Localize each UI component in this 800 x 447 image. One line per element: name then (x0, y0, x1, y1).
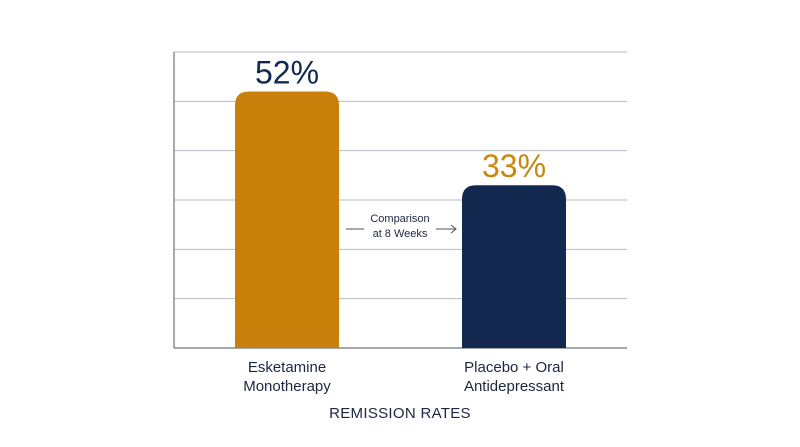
annotation-line-2: at 8 Weeks (373, 228, 428, 240)
value-labels: 52% 33% (255, 54, 546, 184)
value-label-1: 33% (482, 148, 546, 184)
annotation-right-arrow-icon (436, 224, 457, 234)
category-label-1: Placebo + Oral Antidepressant (464, 359, 565, 395)
bar-0 (235, 91, 339, 348)
category-label-line: Esketamine (248, 359, 326, 376)
x-axis-title: REMISSION RATES (329, 405, 471, 422)
bars (235, 91, 566, 348)
category-label-line: Antidepressant (464, 378, 565, 395)
category-label-line: Placebo + Oral (464, 359, 564, 376)
category-labels: Esketamine Monotherapy Placebo + Oral Antid… (243, 359, 565, 395)
bar-1 (462, 185, 566, 348)
category-label-line: Monotherapy (243, 378, 331, 395)
value-label-0: 52% (255, 54, 319, 90)
annotation-line-1: Comparison (370, 213, 429, 225)
category-label-0: Esketamine Monotherapy (243, 359, 331, 395)
comparison-annotation: Comparison at 8 Weeks (346, 213, 457, 240)
